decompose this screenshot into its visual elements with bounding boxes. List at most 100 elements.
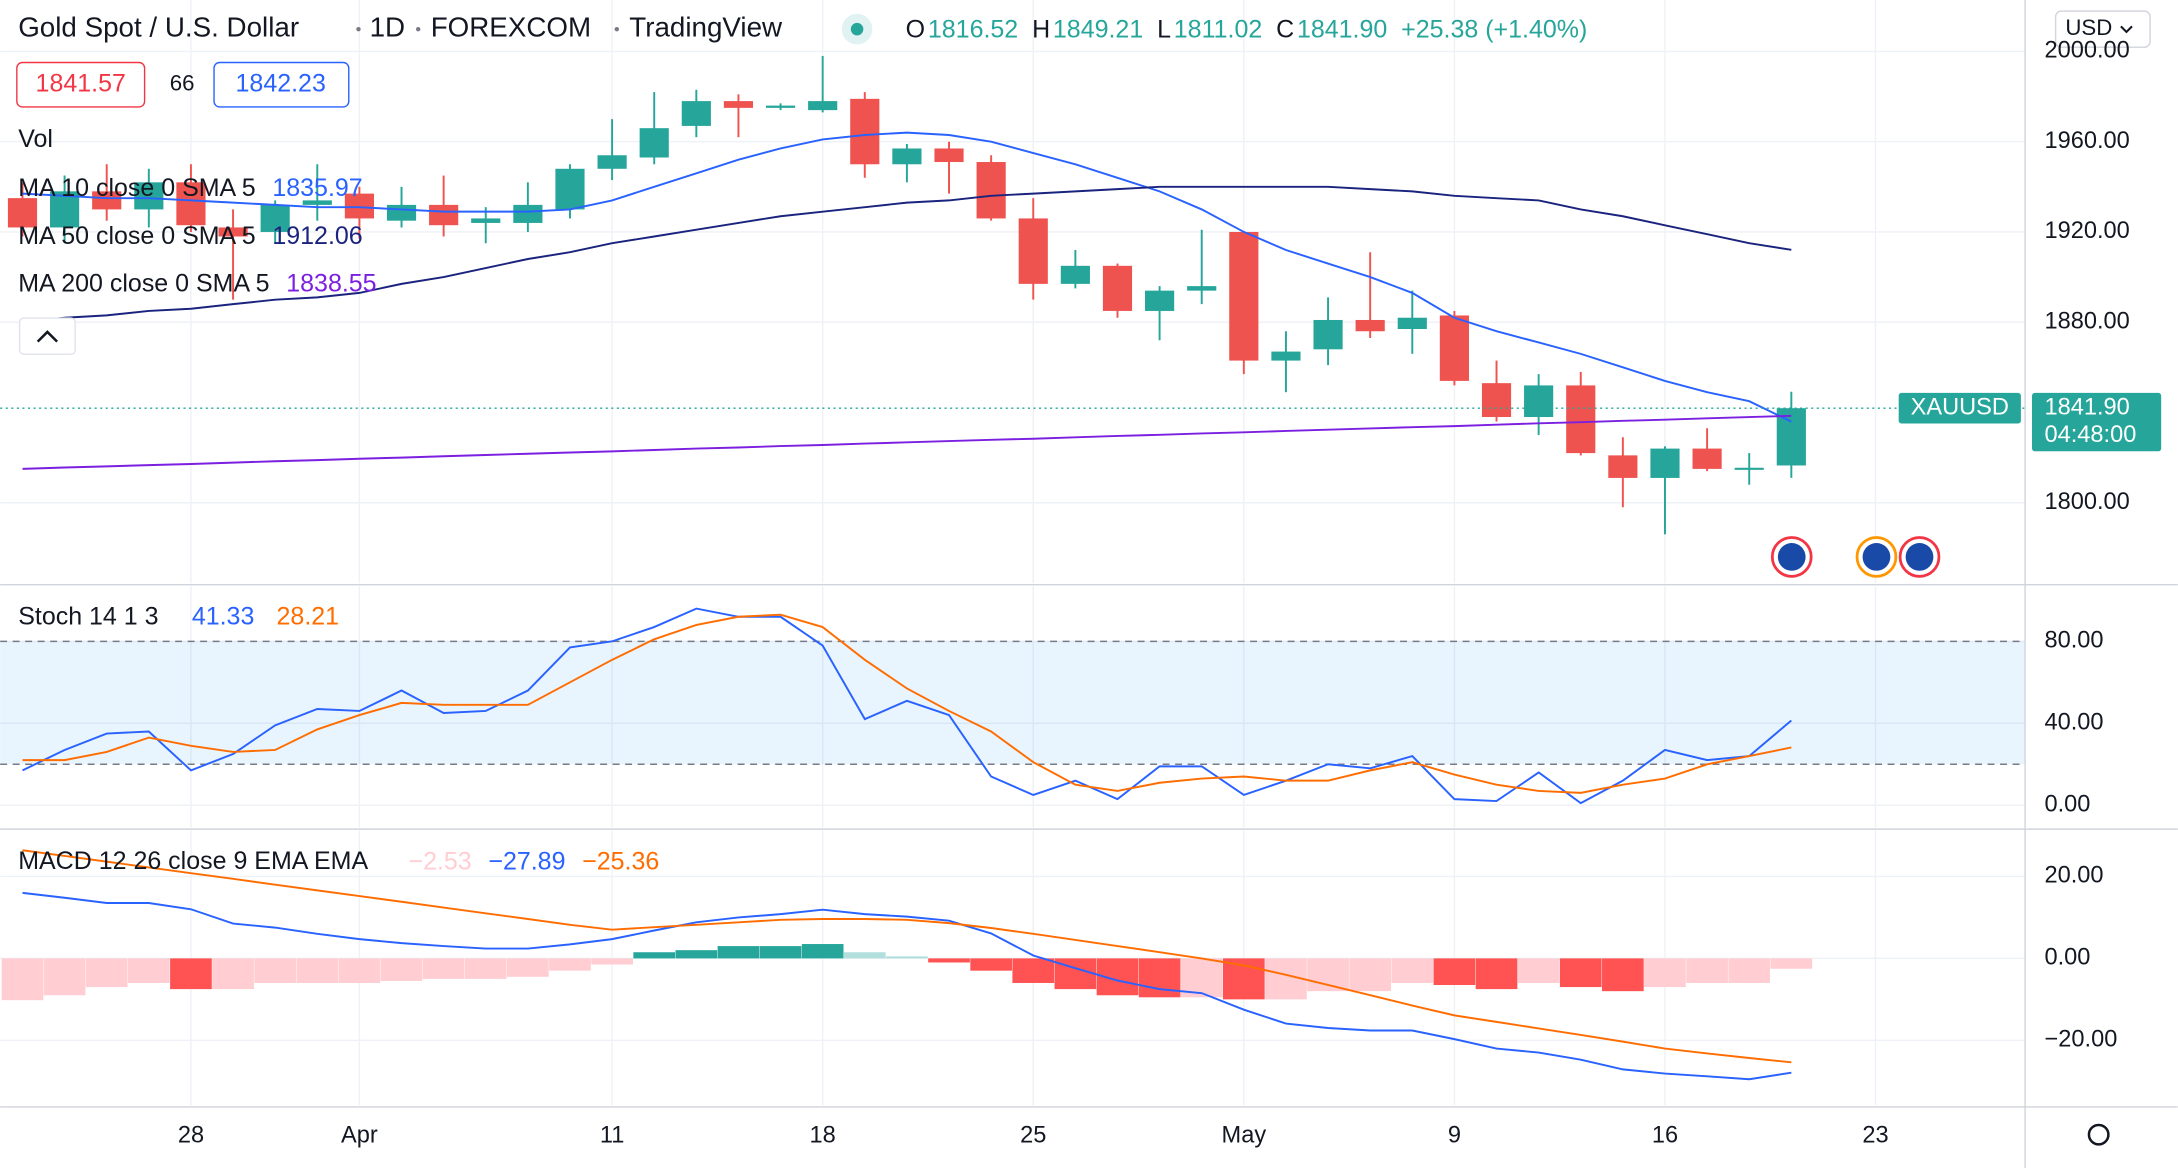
candle-body [808, 101, 838, 111]
histogram-bar [1012, 958, 1055, 983]
currency-button[interactable] [2054, 10, 2151, 48]
quote-value: 1841.90 [1297, 15, 1387, 43]
y-tick-label: −20.00 [2045, 1027, 2118, 1053]
histogram-bar [1517, 958, 1560, 983]
histogram-bar [886, 956, 928, 959]
buy-button[interactable] [213, 61, 350, 108]
histogram-bar [1349, 958, 1392, 992]
histogram-bar [422, 958, 465, 979]
candle-body [218, 227, 248, 237]
candle-body [1313, 319, 1343, 350]
x-tick-label: 23 [1862, 1122, 1888, 1148]
histogram-bar [591, 958, 633, 965]
price-tag [2032, 392, 2162, 452]
settings-icon[interactable] [2087, 1123, 2110, 1146]
candle-body [429, 204, 459, 226]
histogram-bar [549, 958, 591, 971]
countdown-label: 04:48:00 [2045, 422, 2137, 448]
histogram-bar [717, 946, 760, 959]
x-tick-label: 9 [1448, 1122, 1461, 1148]
y-tick-label: 1880.00 [2045, 308, 2130, 334]
candle-body [513, 204, 543, 223]
separator-dot [356, 26, 361, 32]
y-tick-label: 1960.00 [2045, 128, 2130, 154]
quote-value: 1811.02 [1174, 15, 1262, 43]
candle-body [471, 218, 501, 223]
symbol-tag-label: XAUUSD [1911, 394, 2009, 420]
indicator-line [22, 185, 1792, 324]
histogram-bar [633, 952, 676, 959]
histogram-bar [1307, 958, 1349, 992]
histogram-bar [801, 944, 844, 959]
legend-value: 1835.97 [272, 173, 362, 201]
band-fill [0, 641, 2026, 765]
marks-layer [0, 55, 2026, 1081]
collapse-button[interactable] [18, 317, 76, 355]
candle-body [1271, 351, 1301, 361]
histogram-bar [1559, 958, 1602, 988]
candle-body [302, 200, 332, 205]
quote-label: H [1032, 15, 1050, 43]
indicator-line [22, 607, 1792, 805]
x-tick-label: Apr [341, 1122, 378, 1148]
candle-body [639, 128, 669, 158]
candle-body [260, 204, 290, 232]
histogram-bar [1433, 958, 1476, 986]
x-tick-label: 28 [178, 1122, 204, 1148]
y-tick-label: 1800.00 [2045, 489, 2130, 515]
candle-body [1355, 319, 1385, 332]
indicator-line [22, 891, 1792, 1081]
candle-body [1018, 218, 1048, 284]
candle-body [850, 98, 880, 165]
y-tick-label: 0.00 [2045, 945, 2091, 971]
histogram-bar [759, 946, 802, 959]
histogram-bar [507, 958, 549, 977]
histogram-bar [928, 958, 970, 963]
legend-value: −2.53 [408, 847, 471, 875]
indicator-line [22, 849, 1792, 1064]
candle-body [1439, 315, 1469, 381]
x-tick-label: 11 [600, 1122, 625, 1148]
candle-body [1650, 448, 1680, 478]
candle-body [934, 148, 964, 163]
interval: 1D [370, 11, 406, 42]
candle-body [50, 191, 80, 228]
candle-body [765, 105, 796, 108]
histogram-bar [127, 958, 170, 983]
legend-value: 1838.55 [286, 269, 376, 297]
candle-body [344, 193, 374, 219]
legend-value: −25.36 [582, 847, 659, 875]
x-tick-label: May [1222, 1122, 1267, 1148]
legend-entry: MA 50 close 0 SMA 5 1912.06 [18, 221, 362, 249]
candle-body [1229, 231, 1259, 361]
histogram-bar [1686, 958, 1728, 983]
currency-chevron [2120, 25, 2133, 34]
histogram-bar [1644, 958, 1686, 988]
candle-body [92, 191, 122, 210]
candle-body [1734, 467, 1764, 470]
histogram-bar [1180, 958, 1223, 998]
quote-change: +25.38 (+1.40%) [1401, 15, 1587, 43]
candle-body [386, 204, 417, 221]
spread: 66 [170, 71, 195, 96]
quote-value: 1849.21 [1053, 15, 1143, 43]
y-tick-label: 1920.00 [2045, 218, 2130, 244]
candle-body [597, 155, 627, 169]
symbol-title: Gold Spot / U.S. Dollar [18, 11, 299, 42]
exchange: FOREXCOM [431, 11, 591, 42]
legend-value: 28.21 [277, 603, 340, 631]
source: TradingView [629, 11, 783, 42]
histogram-bar [464, 958, 507, 979]
histogram-bar [85, 958, 128, 988]
market-status-dot [850, 22, 864, 36]
candle-body [1608, 455, 1638, 478]
histogram-bar [1728, 958, 1771, 983]
sell-button[interactable] [16, 61, 146, 108]
candle-body [1145, 290, 1175, 311]
quote: O 1816.52 H 1849.21 L 1811.02 C 1841.90 +25.38 (… [906, 15, 1588, 43]
indicator-line [22, 131, 1792, 423]
candle-body [1566, 385, 1596, 454]
legend-values: −2.53 −27.89 −25.36 [408, 847, 659, 875]
